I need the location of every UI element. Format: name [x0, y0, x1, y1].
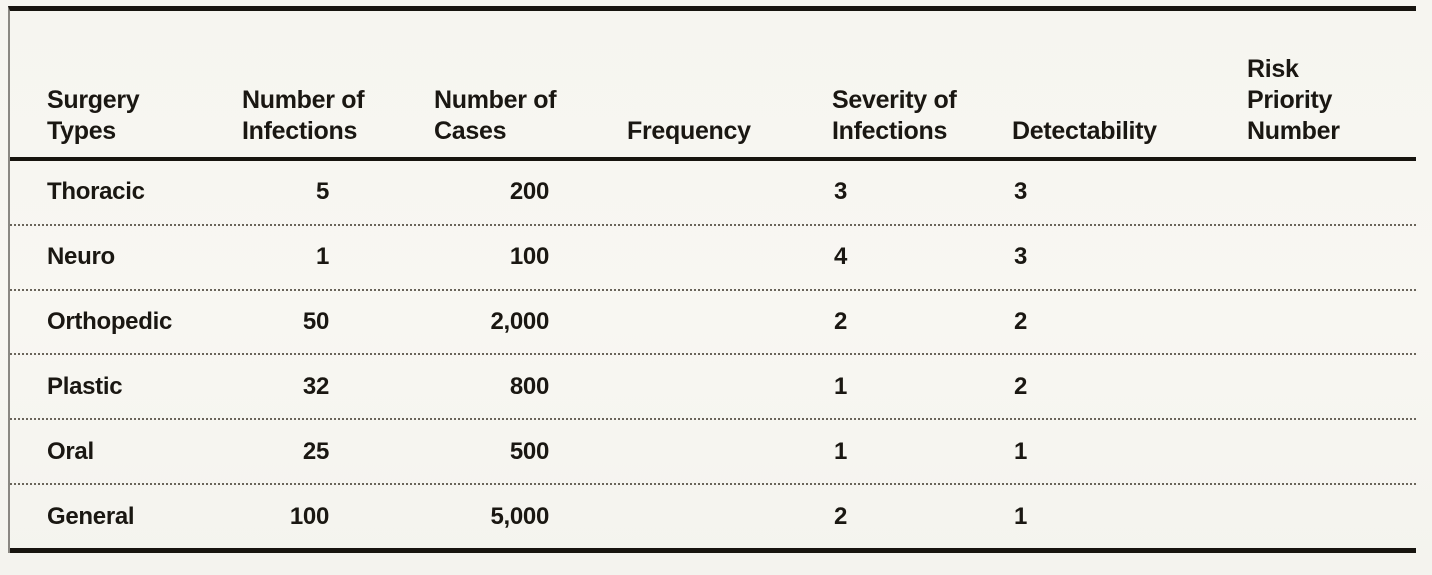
cell-number-of-cases: 2,000 — [490, 308, 549, 336]
column-header-risk-priority-number: Risk Priority Number — [1247, 55, 1340, 145]
cell-detectability: 3 — [1014, 243, 1028, 271]
column-header-detectability: Detectability — [1012, 117, 1157, 145]
cell-severity: 1 — [834, 372, 848, 400]
cell-number-of-infections: 25 — [302, 437, 329, 465]
cell-number-of-infections: 100 — [289, 502, 329, 530]
column-header-surgery-types: Surgery Types — [47, 86, 140, 145]
cell-detectability: 1 — [1014, 437, 1028, 465]
column-header-number-of-infections: Number of Infections — [242, 86, 365, 145]
cell-surgery-type: Oral — [47, 437, 94, 465]
cell-number-of-infections: 5 — [315, 178, 329, 206]
cell-surgery-type: Orthopedic — [47, 308, 173, 336]
cell-severity: 2 — [834, 502, 848, 530]
cell-severity: 1 — [834, 437, 848, 465]
column-header-frequency: Frequency — [627, 117, 751, 145]
surgery-infections-table: Surgery Types Number of Infections Numbe… — [8, 6, 1416, 553]
table-row: Neuro 1 100 4 3 — [10, 226, 1416, 291]
cell-severity: 4 — [834, 243, 848, 271]
cell-detectability: 2 — [1014, 372, 1028, 400]
cell-number-of-cases: 200 — [509, 178, 549, 206]
table-row: Oral 25 500 1 1 — [10, 420, 1416, 486]
table-header-row: Surgery Types Number of Infections Numbe… — [10, 11, 1416, 161]
column-header-severity-of-infections: Severity of Infections — [832, 86, 957, 145]
cell-surgery-type: Thoracic — [47, 178, 145, 206]
cell-number-of-cases: 800 — [509, 372, 549, 400]
cell-surgery-type: Neuro — [47, 243, 115, 271]
column-header-number-of-cases: Number of Cases — [434, 86, 557, 145]
cell-detectability: 3 — [1014, 178, 1028, 206]
cell-number-of-infections: 32 — [302, 372, 329, 400]
cell-number-of-infections: 50 — [302, 308, 329, 336]
cell-number-of-cases: 500 — [509, 437, 549, 465]
cell-severity: 3 — [834, 178, 848, 206]
cell-number-of-cases: 100 — [509, 243, 549, 271]
table-row: Orthopedic 50 2,000 2 2 — [10, 291, 1416, 356]
table-body: Thoracic 5 200 3 3 Neuro 1 100 4 3 Ortho… — [10, 161, 1416, 553]
table-row: Thoracic 5 200 3 3 — [10, 161, 1416, 226]
table-row: Plastic 32 800 1 2 — [10, 355, 1416, 421]
cell-number-of-cases: 5,000 — [490, 502, 549, 530]
cell-detectability: 2 — [1014, 308, 1028, 336]
cell-surgery-type: General — [47, 502, 135, 530]
table-row: General 100 5,000 2 1 — [10, 485, 1416, 548]
cell-detectability: 1 — [1014, 502, 1028, 530]
cell-severity: 2 — [834, 308, 848, 336]
cell-surgery-type: Plastic — [47, 372, 123, 400]
cell-number-of-infections: 1 — [315, 243, 329, 271]
